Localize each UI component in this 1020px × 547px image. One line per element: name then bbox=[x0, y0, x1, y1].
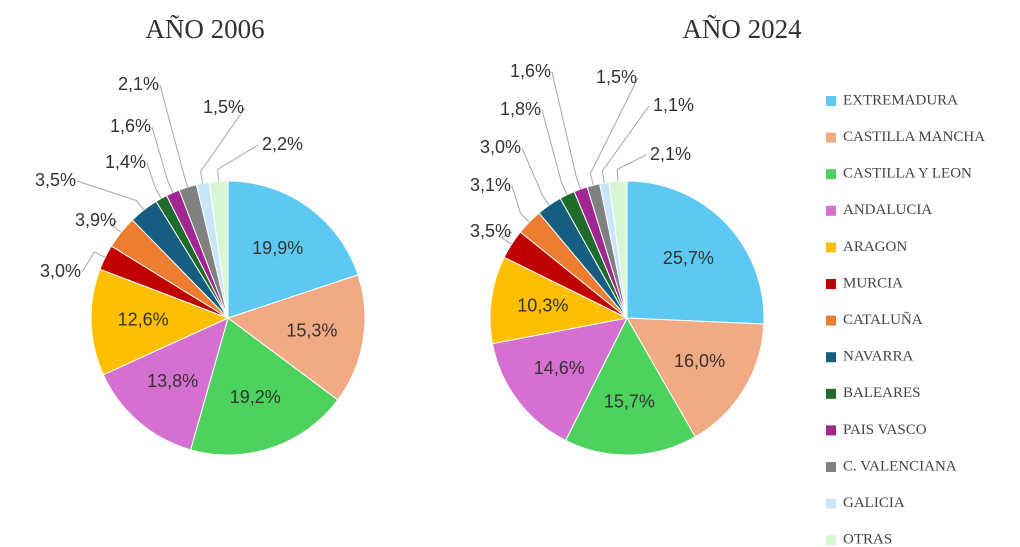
legend-label: CATALUÑA bbox=[843, 312, 923, 328]
legend-label: EXTREMADURA bbox=[843, 92, 958, 108]
data-label: 3,1% bbox=[470, 175, 511, 195]
legend-label: NAVARRA bbox=[843, 349, 913, 365]
pie-slice bbox=[102, 317, 229, 451]
pie-slice bbox=[226, 274, 366, 401]
legend-swatch bbox=[826, 498, 836, 509]
leader-line bbox=[541, 109, 568, 196]
pie-slice bbox=[626, 180, 765, 325]
data-label: 3,0% bbox=[40, 261, 81, 281]
pie-slice bbox=[227, 180, 359, 319]
leader-line bbox=[551, 71, 582, 190]
legend-swatch bbox=[826, 535, 836, 546]
data-label: 10,3% bbox=[517, 295, 568, 315]
legend-label: CASTILLA Y LEON bbox=[843, 166, 972, 182]
pie-slice bbox=[189, 317, 339, 456]
legend-swatch bbox=[826, 132, 836, 143]
legend-label: CASTILLA MANCHA bbox=[843, 129, 985, 145]
pie-slice bbox=[90, 268, 230, 376]
pie-slice bbox=[564, 316, 696, 456]
legend-swatch bbox=[826, 279, 836, 289]
legend-label: C. VALENCIANA bbox=[843, 458, 957, 474]
data-label: 25,7% bbox=[663, 248, 714, 268]
data-label: 12,6% bbox=[118, 309, 169, 329]
legend-swatch bbox=[826, 169, 836, 180]
legend-swatch bbox=[826, 96, 836, 106]
legend-swatch bbox=[826, 205, 836, 216]
data-label: 1,1% bbox=[653, 95, 694, 115]
data-label: 3,0% bbox=[480, 137, 521, 157]
pie-slice bbox=[489, 256, 629, 345]
data-label: 2,1% bbox=[118, 74, 159, 94]
data-label: 16,0% bbox=[674, 351, 725, 371]
legend-swatch bbox=[826, 242, 836, 253]
legend-swatch bbox=[826, 425, 836, 436]
data-label: 3,5% bbox=[35, 170, 76, 190]
data-label: 19,9% bbox=[252, 238, 303, 258]
legend-label: PAIS VASCO bbox=[843, 422, 927, 438]
data-label: 19,2% bbox=[230, 387, 281, 407]
data-label: 1,4% bbox=[105, 152, 146, 172]
leader-line bbox=[146, 162, 162, 199]
legend-label: MURCIA bbox=[843, 275, 903, 291]
leader-line bbox=[81, 251, 106, 273]
data-label: 15,3% bbox=[286, 320, 337, 340]
data-label: 1,6% bbox=[510, 61, 551, 81]
data-label: 3,9% bbox=[75, 210, 116, 230]
leader-line bbox=[217, 144, 259, 182]
leader-line bbox=[521, 147, 550, 206]
chart-title: AÑO 2024 bbox=[682, 14, 802, 44]
legend-label: OTRAS bbox=[843, 532, 892, 547]
pie-slice bbox=[491, 317, 628, 442]
leader-line bbox=[589, 77, 639, 186]
leader-line bbox=[500, 231, 513, 245]
legend-label: ARAGON bbox=[843, 239, 907, 255]
leader-line bbox=[159, 84, 189, 188]
legend-label: GALICIA bbox=[843, 495, 905, 511]
data-label: 1,5% bbox=[596, 67, 637, 87]
legend-label: ANDALUCIA bbox=[843, 202, 932, 218]
leader-line bbox=[200, 107, 246, 184]
legend-swatch bbox=[826, 315, 836, 326]
pie-slice bbox=[626, 317, 765, 438]
leader-line bbox=[601, 105, 650, 183]
leader-line bbox=[151, 126, 174, 193]
leader-line bbox=[511, 185, 530, 223]
pie-slice bbox=[208, 180, 229, 319]
data-label: 1,5% bbox=[203, 97, 244, 117]
chart-title: AÑO 2006 bbox=[145, 14, 264, 44]
leader-line bbox=[616, 154, 647, 182]
data-label: 2,2% bbox=[262, 134, 303, 154]
legend-swatch bbox=[826, 388, 836, 399]
leader-line bbox=[110, 220, 122, 233]
data-label: 15,7% bbox=[604, 392, 655, 412]
legend-label: BALEARES bbox=[843, 385, 921, 401]
data-label: 1,6% bbox=[110, 116, 151, 136]
data-label: 14,6% bbox=[534, 358, 585, 378]
pie-slice bbox=[608, 180, 628, 319]
data-label: 3,5% bbox=[470, 221, 511, 241]
legend-swatch bbox=[826, 352, 836, 363]
data-label: 13,8% bbox=[147, 371, 198, 391]
legend-swatch bbox=[826, 462, 836, 472]
data-label: 2,1% bbox=[650, 144, 691, 164]
data-label: 1,8% bbox=[500, 99, 541, 119]
leader-line bbox=[76, 180, 145, 211]
